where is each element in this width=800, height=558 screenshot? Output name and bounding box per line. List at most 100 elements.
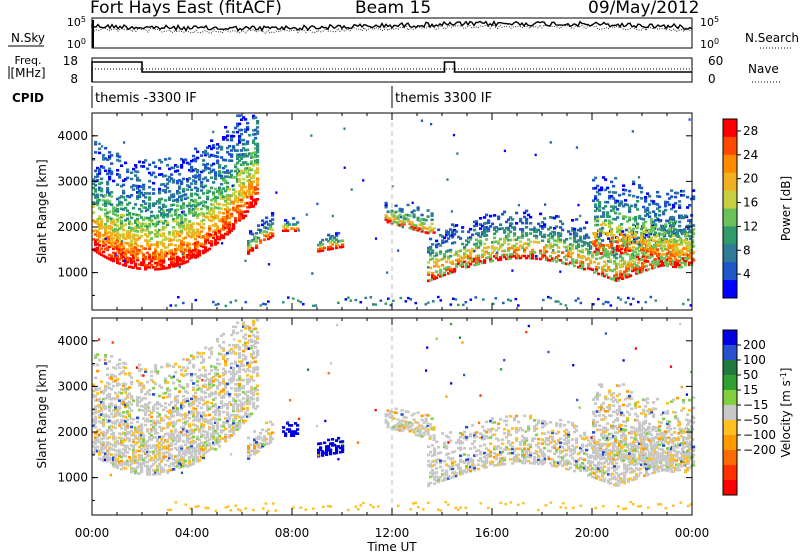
- range-cell: [539, 231, 542, 234]
- range-cell: [118, 160, 121, 163]
- colorbar-tick-label: 20: [743, 172, 758, 186]
- range-cell: [170, 304, 173, 306]
- range-cell: [112, 432, 115, 435]
- range-cell: [144, 202, 147, 205]
- range-cell: [485, 238, 488, 241]
- range-cell: [206, 179, 209, 182]
- range-cell: [96, 194, 99, 197]
- range-cell: [234, 217, 237, 220]
- range-cell: [108, 168, 111, 171]
- range-cell: [188, 163, 191, 166]
- range-cell: [204, 369, 207, 372]
- range-cell: [232, 135, 235, 138]
- noise-right-tick-bottom: 100: [700, 37, 719, 51]
- range-cell: [218, 211, 221, 214]
- range-cell: [188, 220, 191, 223]
- range-cell: [405, 300, 408, 302]
- range-cell: [636, 223, 639, 226]
- range-cell: [190, 379, 193, 382]
- range-cell: [431, 212, 434, 215]
- y-axis-label: Slant Range [km]: [35, 159, 49, 263]
- range-cell: [142, 434, 145, 437]
- range-cell: [389, 217, 392, 220]
- range-cell: [402, 226, 404, 228]
- range-cell: [194, 396, 197, 399]
- range-cell: [630, 303, 633, 305]
- range-cell: [148, 192, 151, 195]
- range-cell: [684, 239, 687, 242]
- range-cell: [557, 300, 560, 302]
- range-cell: [96, 392, 99, 395]
- range-cell: [634, 204, 637, 207]
- range-cell: [122, 245, 125, 248]
- range-cell: [150, 219, 153, 222]
- range-cell: [465, 244, 468, 247]
- range-cell: [181, 221, 183, 223]
- range-cell: [265, 303, 268, 305]
- range-cell: [130, 171, 133, 174]
- range-cell: [142, 184, 145, 187]
- range-cell: [674, 253, 677, 256]
- range-cell: [650, 218, 653, 221]
- range-cell: [248, 173, 251, 176]
- range-cell: [138, 267, 141, 270]
- range-cell: [164, 402, 167, 405]
- range-cell: [691, 235, 694, 238]
- range-cell: [212, 425, 215, 428]
- range-cell: [459, 237, 462, 240]
- range-cell: [610, 181, 613, 184]
- range-cell: [254, 137, 257, 140]
- station-title: Fort Hays East (fitACF): [90, 0, 282, 18]
- range-cell: [128, 202, 131, 205]
- range-cell: [98, 240, 101, 243]
- range-cell: [550, 297, 553, 299]
- range-cell: [686, 196, 689, 199]
- range-cell: [140, 210, 143, 213]
- range-cell: [150, 231, 153, 234]
- range-cell: [479, 217, 482, 220]
- range-cell: [150, 237, 153, 240]
- range-cell: [210, 347, 213, 350]
- range-cell: [230, 213, 233, 216]
- range-cell: [646, 260, 649, 263]
- range-cell: [271, 222, 274, 225]
- range-cell: [196, 456, 199, 459]
- range-cell: [174, 422, 177, 425]
- range-cell: [421, 120, 423, 122]
- range-cell: [184, 158, 187, 161]
- range-cell: [228, 221, 231, 224]
- range-cell: [672, 235, 675, 238]
- range-cell: [430, 123, 432, 125]
- range-cell: [176, 209, 179, 212]
- range-cell: [196, 356, 199, 359]
- range-cell: [282, 301, 285, 303]
- range-cell: [431, 243, 434, 246]
- range-cell: [664, 223, 667, 226]
- range-cell: [186, 373, 189, 376]
- range-cell: [413, 214, 416, 217]
- range-cell: [433, 227, 436, 230]
- range-cell: [230, 159, 233, 162]
- range-cell: [606, 232, 609, 235]
- range-cell: [102, 251, 105, 254]
- range-cell: [198, 439, 201, 442]
- range-cell: [94, 170, 97, 173]
- range-cell: [250, 193, 253, 196]
- range-cell: [194, 392, 197, 395]
- range-cell: [120, 201, 123, 204]
- range-cell: [105, 238, 107, 240]
- range-cell: [593, 261, 596, 264]
- range-cell: [118, 399, 121, 402]
- range-cell: [545, 256, 548, 259]
- range-cell: [644, 247, 647, 250]
- range-cell: [682, 194, 685, 197]
- range-cell: [240, 129, 243, 132]
- range-cell: [321, 243, 324, 246]
- range-cell: [602, 303, 605, 305]
- range-cell: [614, 206, 617, 209]
- range-cell: [660, 253, 663, 256]
- range-cell: [606, 211, 609, 214]
- range-cell: [222, 368, 225, 371]
- range-cell: [445, 240, 448, 243]
- range-cell: [172, 415, 175, 418]
